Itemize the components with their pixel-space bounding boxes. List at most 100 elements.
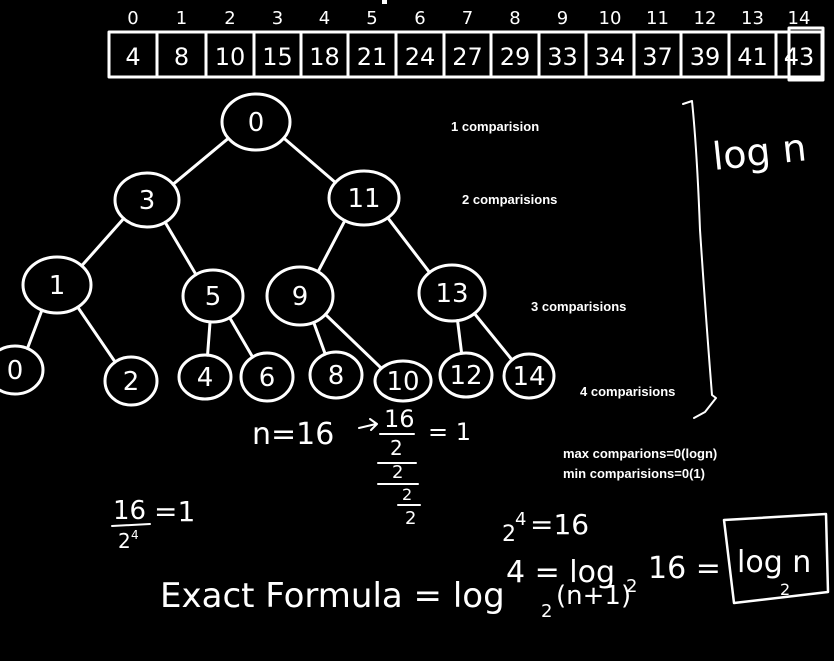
array-index-label: 8 [509, 8, 520, 29]
tree-node-circle [220, 92, 292, 152]
tree-node-label: 8 [328, 361, 345, 391]
tree-node: 10 [373, 359, 433, 403]
array-index-label: 2 [224, 8, 235, 29]
array-cell-value: 21 [357, 43, 388, 71]
tree-node: 13 [417, 263, 487, 323]
array-cells: 4 8 10 15 18 21 24 27 29 33 34 37 39 41 43 [125, 26, 825, 82]
tree-node: 11 [327, 169, 401, 227]
tree-node-label: 0 [248, 108, 265, 138]
tree-edge [386, 216, 432, 274]
tree-node-label: 11 [347, 184, 380, 214]
array-cell-value: 18 [309, 43, 340, 71]
tree-node-label: 13 [435, 279, 468, 309]
tree-node-label: 1 [49, 271, 66, 301]
arrow-mark [358, 418, 378, 431]
exact-formula-text: Exact Formula = log [160, 576, 505, 616]
tree-node-circle [113, 171, 181, 229]
log-equation: 4 = log 2 16 = log n 2 [506, 512, 830, 605]
array-cell-highlight [787, 26, 825, 82]
exact-formula-base: 2 [541, 601, 552, 622]
tree-edges [25, 136, 514, 370]
tree-node: 1 [21, 255, 93, 315]
tree-node-circle [0, 344, 45, 396]
array-index-label: 12 [694, 8, 717, 29]
edge-mark [382, 0, 387, 4]
fraction-result: =1 [154, 495, 195, 528]
array-index-label: 5 [366, 8, 377, 29]
tree-node-label: 10 [386, 367, 419, 397]
fraction-exponent: 4 [131, 528, 139, 542]
array-index-label: 1 [176, 8, 187, 29]
halving-mid: 2 [390, 436, 403, 460]
array-cell-value: 29 [500, 43, 531, 71]
tree-node-label: 12 [449, 361, 482, 391]
tree-node: 12 [438, 351, 494, 399]
tree-node: 14 [502, 352, 556, 400]
tree-node: 8 [308, 350, 364, 400]
levels-bracket [682, 100, 717, 419]
tree-node-circle [103, 355, 159, 407]
halving-small: 2 [402, 485, 412, 504]
array-index-label: 14 [788, 8, 811, 29]
array-index-label: 6 [414, 8, 425, 29]
array-index-label: 11 [646, 8, 669, 29]
array-cell-value: 39 [690, 43, 721, 71]
log-base: 2 [626, 576, 637, 597]
array-cell-value: 41 [737, 43, 768, 71]
tree-nodes: 03 111 5 9 130 2 4 6 8 10 12 14 [0, 92, 556, 407]
tree-edge [323, 312, 383, 370]
tree-node: 3 [113, 171, 181, 229]
tree-node-circle [417, 263, 487, 323]
tree-node-circle [308, 350, 364, 400]
note-level-2: 2 comparisions [462, 192, 557, 207]
tree-edge [80, 217, 126, 268]
power-exponent: 4 [515, 509, 526, 530]
array: 0 1 2 3 4 5 6 7 8 9 10 11 12 13 14 4 8 10 15 18 21 24 27 29 33 3… [107, 8, 825, 82]
tree-edge [456, 319, 464, 355]
note-max-comparisons: max comparions=0(logn) [563, 446, 717, 461]
fraction-equation: 16 2 4 =1 [111, 495, 195, 553]
tree-node-label: 3 [139, 186, 156, 216]
array-cell-value: 33 [547, 43, 578, 71]
tree-edge [163, 220, 198, 277]
halving-mid-2: 2 [392, 462, 403, 483]
fraction-denominator: 2 [118, 529, 131, 553]
tree-node-circle [177, 353, 233, 401]
array-index-label: 10 [599, 8, 622, 29]
tree-node-label: 6 [259, 363, 276, 393]
tree-node: 0 [0, 344, 45, 396]
tree-node-label: 0 [7, 356, 24, 386]
halving-bottom: 2 [405, 508, 416, 529]
log-line: 4 = log [506, 555, 615, 590]
array-cell-value: 10 [215, 43, 246, 71]
tree-node-circle [438, 351, 494, 399]
tree-node-label: 9 [292, 282, 309, 312]
tree-node: 2 [103, 355, 159, 407]
exact-formula-arg: (n+1) [556, 581, 631, 611]
fraction-numerator: 16 [113, 496, 146, 526]
handwritten-n-eq-16: n=16 [252, 417, 334, 452]
boxed-answer-border [722, 512, 830, 605]
tree-edge [316, 219, 347, 274]
log-arg: 16 = [648, 551, 721, 586]
fraction-bar [111, 523, 151, 527]
tree-node-label: 2 [123, 367, 140, 397]
handwritten-log-n: log n [710, 125, 808, 179]
tree-node-circle [239, 351, 295, 403]
boxed-answer: log n [737, 545, 811, 580]
power-base: 2 [502, 522, 516, 547]
tree-node-circle [373, 359, 433, 403]
power-equation: 2 4 =16 [502, 508, 589, 547]
binary-search-tree: 03 111 5 9 130 2 4 6 8 10 12 14 [0, 92, 556, 407]
array-index-label: 13 [741, 8, 764, 29]
array-cell-value: 34 [595, 43, 626, 71]
array-cell-value: 8 [174, 43, 189, 71]
tree-node: 0 [220, 92, 292, 152]
tree-node: 4 [177, 353, 233, 401]
tree-edge [472, 312, 514, 362]
array-index-label: 9 [557, 8, 568, 29]
note-level-1: 1 comparision [451, 119, 539, 134]
tree-edge [76, 305, 117, 364]
tree-node: 9 [265, 265, 335, 327]
